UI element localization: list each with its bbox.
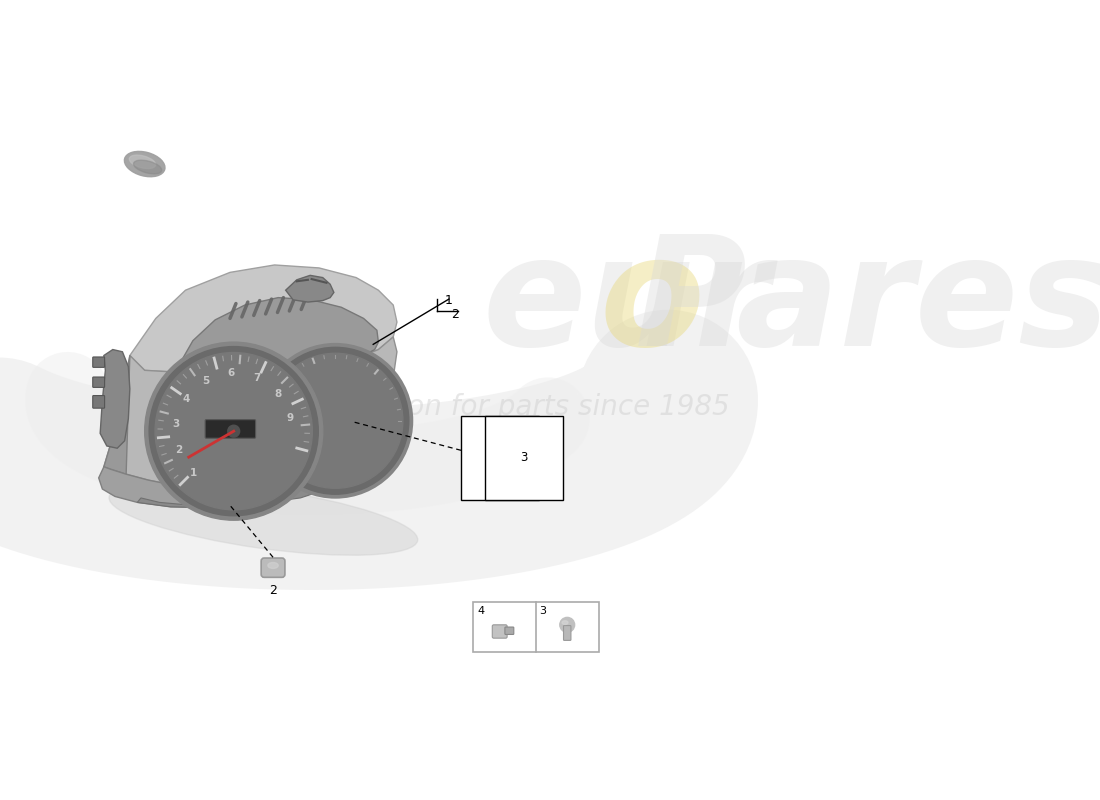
Text: 8: 8 (275, 390, 282, 399)
Text: 9: 9 (287, 414, 294, 423)
FancyBboxPatch shape (92, 395, 104, 408)
Text: 1: 1 (444, 294, 453, 307)
Text: 3: 3 (520, 451, 528, 464)
Circle shape (222, 498, 234, 510)
Polygon shape (178, 298, 378, 370)
Ellipse shape (133, 160, 162, 174)
Text: 4: 4 (496, 451, 504, 464)
FancyBboxPatch shape (206, 420, 255, 438)
Circle shape (145, 342, 322, 520)
Text: 4: 4 (182, 394, 189, 404)
Text: a passion for parts since 1985: a passion for parts since 1985 (309, 394, 729, 422)
Ellipse shape (267, 562, 278, 569)
Circle shape (155, 353, 312, 510)
Text: 2: 2 (452, 308, 460, 321)
FancyBboxPatch shape (493, 625, 507, 638)
Text: 1: 1 (190, 468, 197, 478)
Polygon shape (138, 468, 345, 507)
Ellipse shape (130, 155, 155, 169)
FancyBboxPatch shape (505, 627, 514, 634)
Polygon shape (100, 350, 130, 448)
Ellipse shape (562, 621, 568, 625)
Circle shape (262, 347, 409, 494)
Circle shape (560, 618, 574, 632)
Ellipse shape (124, 151, 165, 177)
FancyBboxPatch shape (261, 558, 285, 578)
Circle shape (228, 426, 240, 437)
Text: 3: 3 (173, 418, 180, 429)
Circle shape (150, 346, 318, 516)
Text: 2: 2 (270, 584, 277, 597)
Ellipse shape (109, 482, 418, 555)
Text: Pares: Pares (635, 229, 1100, 378)
Polygon shape (99, 466, 271, 507)
Text: 2: 2 (176, 446, 183, 455)
Text: 3: 3 (539, 606, 547, 615)
Polygon shape (286, 275, 334, 302)
Text: 4: 4 (477, 606, 484, 615)
Polygon shape (130, 265, 397, 372)
FancyBboxPatch shape (473, 602, 598, 652)
Text: 5: 5 (201, 376, 209, 386)
Text: 7: 7 (254, 374, 261, 383)
Circle shape (267, 354, 403, 488)
Polygon shape (103, 355, 130, 474)
Text: o: o (600, 229, 704, 378)
FancyBboxPatch shape (92, 357, 104, 367)
Circle shape (257, 343, 414, 498)
FancyBboxPatch shape (563, 626, 571, 640)
FancyBboxPatch shape (92, 377, 104, 387)
Text: 6: 6 (228, 368, 234, 378)
Text: eur: eur (482, 229, 770, 378)
Polygon shape (103, 337, 397, 490)
